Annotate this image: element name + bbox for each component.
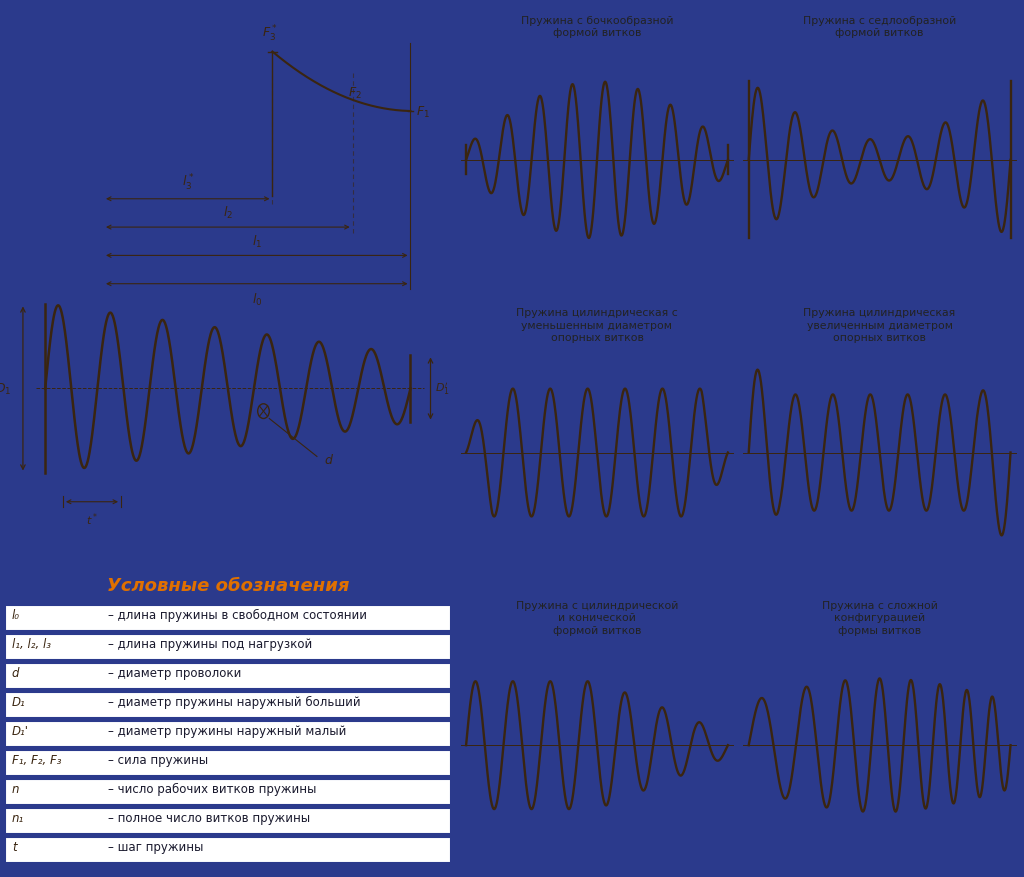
Text: – полное число витков пружины: – полное число витков пружины [108,811,309,824]
Text: F₁, F₂, F₃: F₁, F₂, F₃ [12,753,61,766]
Text: Пружина цилиндрическая с
уменьшенным диаметром
опорных витков: Пружина цилиндрическая с уменьшенным диа… [516,308,678,343]
Text: – длина пружины под нагрузкой: – длина пружины под нагрузкой [108,638,312,650]
Text: n₁: n₁ [12,811,24,824]
Text: Пружина с сложной
конфигурацией
формы витков: Пружина с сложной конфигурацией формы ви… [821,600,938,635]
Text: Условные обозначения: Условные обозначения [106,576,349,595]
FancyBboxPatch shape [5,721,451,747]
Text: l₁, l₂, l₃: l₁, l₂, l₃ [12,638,51,650]
Text: t: t [12,840,16,853]
Text: $t^*$: $t^*$ [86,510,98,527]
Text: – диаметр проволоки: – диаметр проволоки [108,667,241,679]
Text: d: d [12,667,19,679]
Text: – диаметр пружины наружный малый: – диаметр пружины наружный малый [108,724,346,738]
Text: $l_1$: $l_1$ [252,233,262,249]
Text: $D_1'$: $D_1'$ [435,381,450,397]
FancyBboxPatch shape [5,605,451,631]
Text: $F_1$: $F_1$ [416,104,430,119]
Text: – диаметр пружины наружный больший: – диаметр пружины наружный больший [108,695,360,709]
Text: $l_2$: $l_2$ [223,205,232,221]
Text: $l_0$: $l_0$ [252,291,262,307]
Text: l₀: l₀ [12,609,19,621]
Text: Пружина цилиндрическая
увеличенным диаметром
опорных витков: Пружина цилиндрическая увеличенным диаме… [804,308,955,343]
Text: Пружина с бочкообразной
формой витков: Пружина с бочкообразной формой витков [521,16,673,38]
FancyBboxPatch shape [5,751,451,776]
Text: – длина пружины в свободном состоянии: – длина пружины в свободном состоянии [108,608,367,621]
Text: $d$: $d$ [324,453,334,467]
Text: $D_1$: $D_1$ [0,381,12,396]
FancyBboxPatch shape [5,809,451,834]
Text: $l_3^*$: $l_3^*$ [181,173,194,193]
Text: – число рабочих витков пружины: – число рабочих витков пружины [108,782,316,795]
Text: D₁: D₁ [12,695,26,709]
FancyBboxPatch shape [5,692,451,718]
Text: Пружина с седлообразной
формой витков: Пружина с седлообразной формой витков [803,16,956,38]
Text: D₁': D₁' [12,724,29,738]
FancyBboxPatch shape [5,663,451,689]
FancyBboxPatch shape [5,838,451,863]
Text: $F_2$: $F_2$ [348,86,361,101]
Text: – сила пружины: – сила пружины [108,753,208,766]
Text: n: n [12,782,19,795]
Text: – шаг пружины: – шаг пружины [108,840,203,853]
Text: $F_3^*$: $F_3^*$ [262,24,279,44]
FancyBboxPatch shape [5,780,451,805]
FancyBboxPatch shape [5,634,451,660]
Text: Пружина с цилиндрической
и конической
формой витков: Пружина с цилиндрической и конической фо… [516,600,678,635]
